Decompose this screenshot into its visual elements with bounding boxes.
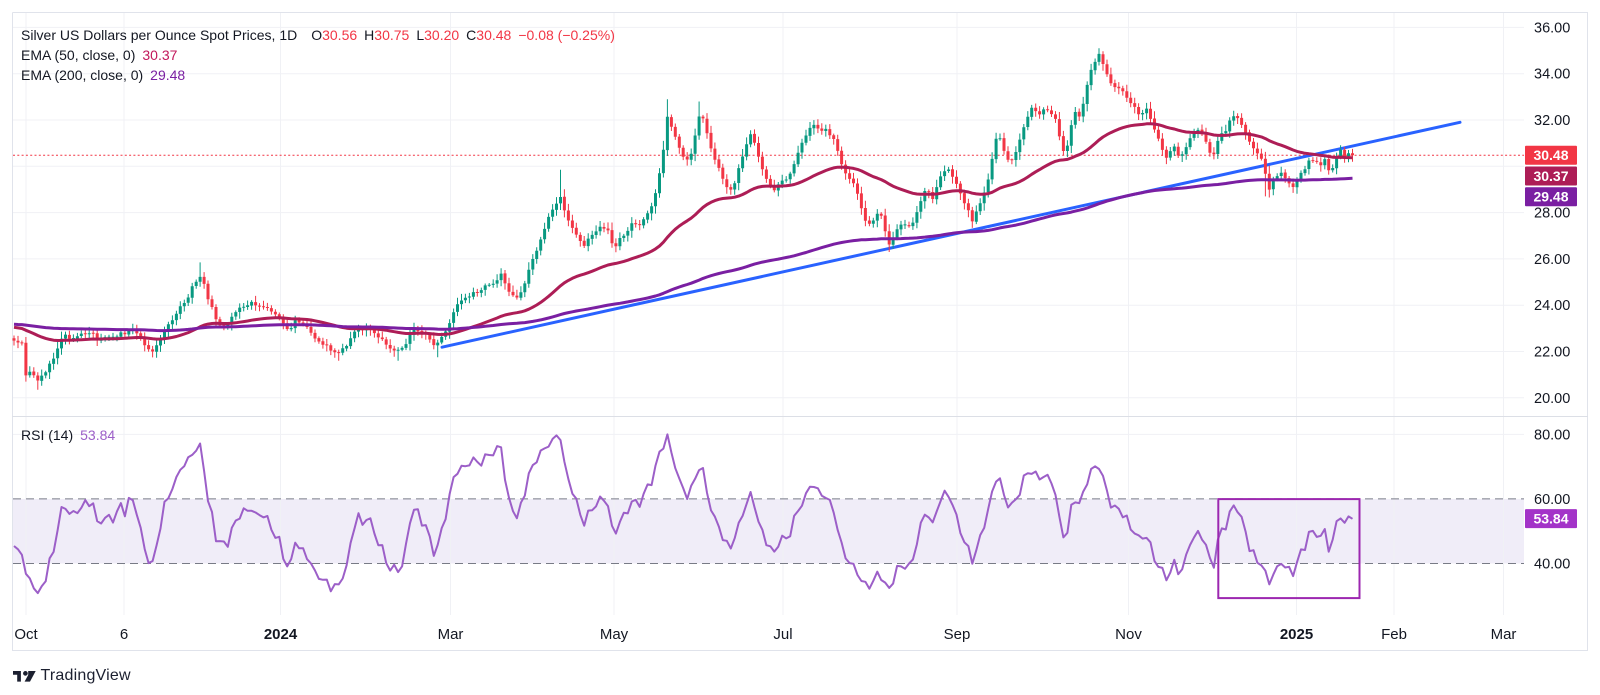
svg-text:20.00: 20.00 <box>1534 391 1570 407</box>
svg-text:30.48: 30.48 <box>1533 147 1568 163</box>
svg-text:24.00: 24.00 <box>1534 298 1570 314</box>
svg-text:26.00: 26.00 <box>1534 252 1570 268</box>
svg-text:Mar: Mar <box>1491 626 1517 643</box>
svg-text:2025: 2025 <box>1280 626 1313 643</box>
svg-text:May: May <box>600 626 629 643</box>
svg-text:53.84: 53.84 <box>1533 511 1568 527</box>
svg-text:36.00: 36.00 <box>1534 20 1570 36</box>
svg-text:30.37: 30.37 <box>1533 168 1568 184</box>
svg-text:80.00: 80.00 <box>1534 427 1570 443</box>
svg-text:22.00: 22.00 <box>1534 345 1570 361</box>
svg-text:2024: 2024 <box>264 626 298 643</box>
svg-text:29.48: 29.48 <box>1533 189 1568 205</box>
svg-text:60.00: 60.00 <box>1534 492 1570 508</box>
svg-text:6: 6 <box>120 626 128 643</box>
svg-text:40.00: 40.00 <box>1534 557 1570 573</box>
svg-text:Oct: Oct <box>14 626 38 643</box>
svg-text:32.00: 32.00 <box>1534 113 1570 129</box>
svg-text:Mar: Mar <box>438 626 464 643</box>
svg-text:Nov: Nov <box>1115 626 1142 643</box>
svg-text:34.00: 34.00 <box>1534 67 1570 83</box>
svg-text:28.00: 28.00 <box>1534 206 1570 222</box>
svg-text:Jul: Jul <box>773 626 792 643</box>
svg-text:Sep: Sep <box>944 626 971 643</box>
svg-text:Feb: Feb <box>1381 626 1407 643</box>
